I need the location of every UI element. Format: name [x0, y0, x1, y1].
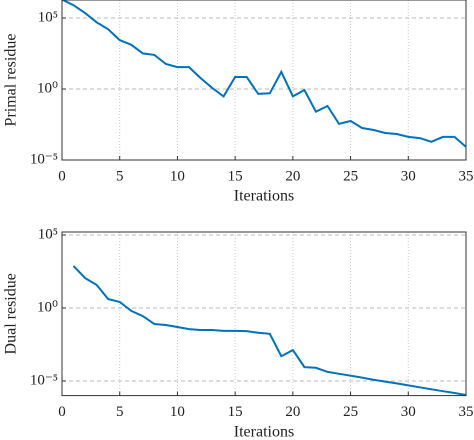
y-axis-label: Primal residue	[3, 34, 20, 127]
x-axis-label: Iterations	[234, 188, 294, 205]
x-tick-label: 20	[285, 168, 300, 184]
y-tick-label: 10⁵	[38, 226, 58, 242]
x-axis-label: Iterations	[234, 423, 294, 440]
x-tick-label: 10	[170, 168, 185, 184]
line-series	[72, 265, 466, 396]
x-tick-label: 0	[58, 404, 66, 420]
x-tick-label: 0	[58, 168, 66, 184]
y-axis-label: Dual residue	[3, 273, 20, 354]
axes-box	[61, 0, 467, 161]
x-tick-label: 5	[116, 168, 124, 184]
y-tick-label: 10⁻⁵	[30, 372, 58, 388]
x-tick-label: 25	[343, 168, 358, 184]
x-tick-label: 15	[228, 168, 243, 184]
y-tick-label: 10⁰	[37, 80, 58, 96]
plot-area	[62, 232, 466, 396]
subplot: 0 5 10 15 20 25 30 35 10⁻⁵ 10⁰ 10⁵ Iterations Primal…	[3, 0, 474, 205]
x-tick-label: 35	[459, 168, 474, 184]
y-tick-label: 10⁵	[38, 9, 58, 25]
x-tick-label: 10	[170, 404, 185, 420]
plot-area	[62, 0, 466, 160]
x-tick-label: 25	[343, 404, 358, 420]
y-tick-label: 10⁰	[37, 299, 58, 315]
x-tick-label: 15	[228, 404, 243, 420]
subplot: 0 5 10 15 20 25 30 35 10⁻⁵ 10⁰ 10⁵ Iterations Dual r…	[3, 226, 474, 440]
x-tick-label: 20	[285, 404, 300, 420]
axes-box	[61, 231, 467, 397]
x-tick-label: 30	[401, 404, 416, 420]
y-tick-label: 10⁻⁵	[30, 151, 58, 167]
line-series	[62, 0, 466, 148]
x-tick-label: 5	[116, 404, 124, 420]
x-tick-label: 35	[459, 404, 474, 420]
x-tick-label: 30	[401, 168, 416, 184]
